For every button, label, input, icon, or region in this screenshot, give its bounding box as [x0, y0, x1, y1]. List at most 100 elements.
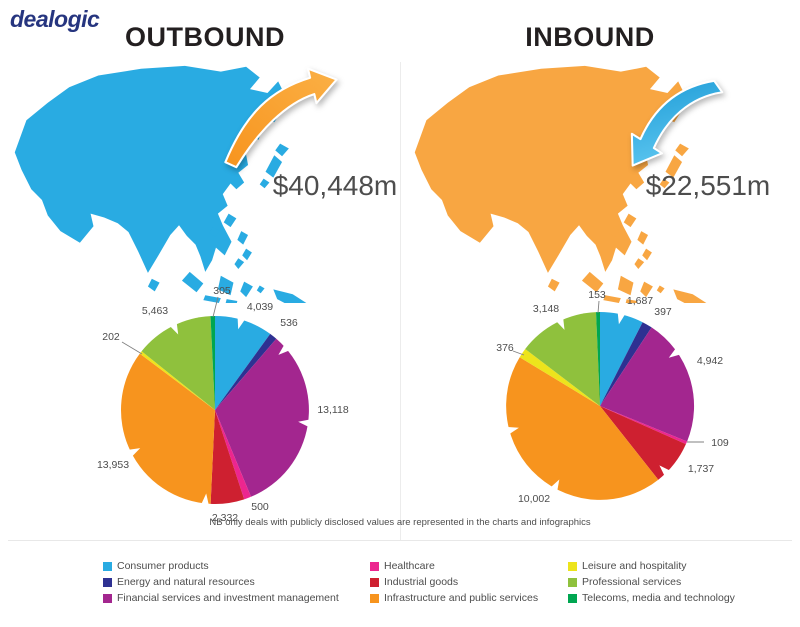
pie-slice-consumer-products — [600, 312, 643, 406]
pie-value-label-consumer-products: 1,687 — [627, 295, 653, 307]
pie-value-label-energy-and-natural-resources: 536 — [280, 317, 298, 329]
legend-label: Infrastructure and public services — [384, 592, 539, 604]
legend-swatch-icon — [370, 561, 379, 571]
legend-column: Healthcare Industrial goods Infrastructure… — [370, 558, 568, 606]
legend-item: Consumer products — [103, 558, 370, 574]
legend-column: Consumer products Energy and natural reso… — [103, 558, 370, 606]
outbound-arrow-shape — [224, 67, 338, 169]
pie-slice-energy-and-natural-resources — [215, 333, 277, 410]
pie-slice-healthcare — [215, 410, 251, 500]
legend-swatch-icon — [103, 561, 112, 571]
legend-item: Professional services — [568, 574, 788, 590]
legend-swatch-icon — [103, 593, 112, 603]
dealogic-logo: dealogic — [10, 6, 100, 32]
outbound-heading: OUTBOUND — [125, 22, 285, 52]
pie-notch — [168, 321, 179, 335]
legend-label: Leisure and hospitality — [582, 560, 687, 572]
legend-item: Industrial goods — [370, 574, 568, 590]
legend-label: Financial services and investment manage… — [117, 592, 339, 604]
pie-notch — [617, 310, 627, 325]
legend-item: Telecoms, media and technology — [568, 590, 788, 606]
pie-value-label-leisure-and-hospitality: 202 — [102, 331, 120, 343]
pie-value-label-financial-services-and-investment-management: 13,118 — [317, 404, 348, 416]
asia-map-inbound — [414, 65, 707, 303]
pie-notch — [200, 493, 210, 507]
legend-swatch-icon — [568, 577, 577, 587]
legend-divider — [8, 540, 792, 541]
inbound-arrow-icon — [630, 79, 724, 167]
pie-label-leader-line — [212, 296, 219, 318]
pie-slice-telecoms-media-and-technology — [210, 315, 215, 410]
inbound-heading: INBOUND — [525, 22, 655, 52]
pie-label-leader-line — [597, 300, 600, 314]
legend-item: Healthcare — [370, 558, 568, 574]
legend-swatch-icon — [103, 577, 112, 587]
pie-value-label-energy-and-natural-resources: 397 — [654, 306, 672, 318]
legend: Consumer products Energy and natural reso… — [103, 558, 788, 606]
legend-label: Telecoms, media and technology — [582, 592, 735, 604]
pie-label-leader-line — [121, 341, 143, 355]
pie-slice-professional-services — [525, 312, 600, 406]
pie-slice-telecoms-media-and-technology — [596, 312, 600, 406]
pie-value-label-financial-services-and-investment-management: 4,942 — [697, 355, 723, 367]
legend-swatch-icon — [568, 593, 577, 603]
pie-value-label-leisure-and-hospitality: 376 — [496, 342, 514, 354]
legend-item: Financial services and investment manage… — [103, 590, 370, 606]
pie-value-label-industrial-goods: 1,737 — [688, 463, 714, 475]
asia-islands — [147, 122, 307, 303]
pie-notch — [555, 316, 565, 330]
inbound-arrow-shape — [630, 79, 724, 167]
asia-mainland — [414, 65, 688, 273]
pie-slice-leisure-and-hospitality — [519, 349, 600, 406]
legend-item: Infrastructure and public services — [370, 590, 568, 606]
pie-value-label-consumer-products: 4,039 — [247, 301, 273, 313]
pie-value-label-telecoms-media-and-technology: 153 — [588, 289, 606, 301]
pie-slice-healthcare — [600, 406, 688, 445]
pie-value-label-infrastructure-and-public-services: 10,002 — [518, 493, 550, 505]
legend-item: Energy and natural resources — [103, 574, 370, 590]
pie-slice-energy-and-natural-resources — [600, 322, 652, 406]
pie-notch — [126, 448, 141, 458]
pie-value-label-industrial-goods: 2,332 — [212, 512, 238, 524]
legend-label: Professional services — [582, 576, 682, 588]
pie-notch — [549, 479, 560, 493]
pie-value-label-professional-services: 5,463 — [142, 305, 168, 317]
pie-slice-professional-services — [141, 316, 215, 410]
pie-slice-consumer-products — [215, 316, 271, 410]
pie-slice-industrial-goods — [600, 406, 686, 480]
pie-slice-industrial-goods — [210, 410, 245, 505]
pie-slice-infrastructure-and-public-services — [506, 357, 659, 500]
panel-divider — [400, 62, 401, 540]
pie-value-label-healthcare: 109 — [711, 437, 729, 449]
pie-chart-outbound: 4,039 536 13,118 500 2,332 13,953 202 5,463 305 — [97, 285, 349, 524]
legend-item: Leisure and hospitality — [568, 558, 788, 574]
legend-label: Healthcare — [384, 560, 435, 572]
footnote-text: NB only deals with publicly disclosed va… — [209, 517, 591, 528]
pie-notch — [237, 315, 246, 330]
pie-value-label-professional-services: 3,148 — [533, 303, 559, 315]
legend-label: Industrial goods — [384, 576, 459, 588]
pie-slice-financial-services-and-investment-management — [215, 338, 309, 497]
legend-label: Consumer products — [117, 560, 209, 572]
pie-slice-infrastructure-and-public-services — [120, 353, 215, 504]
pie-value-label-infrastructure-and-public-services: 13,953 — [97, 459, 129, 471]
asia-mainland — [14, 65, 288, 273]
asia-map-outbound — [14, 65, 307, 303]
pie-notch — [659, 465, 672, 478]
outbound-total-value: $40,448m — [272, 170, 398, 201]
inbound-total-value: $22,551m — [645, 170, 771, 201]
pie-notch — [668, 346, 682, 358]
pie-value-label-telecoms-media-and-technology: 305 — [213, 285, 231, 297]
outbound-arrow-icon — [224, 67, 338, 169]
pie-label-leader-line — [512, 350, 525, 356]
legend-swatch-icon — [370, 593, 379, 603]
pie-notch — [298, 419, 312, 428]
legend-swatch-icon — [370, 577, 379, 587]
pie-notch — [505, 426, 519, 436]
legend-swatch-icon — [568, 561, 577, 571]
pie-notch — [278, 343, 291, 355]
legend-label: Energy and natural resources — [117, 576, 255, 588]
legend-column: Leisure and hospitality Professional serv… — [568, 558, 788, 606]
